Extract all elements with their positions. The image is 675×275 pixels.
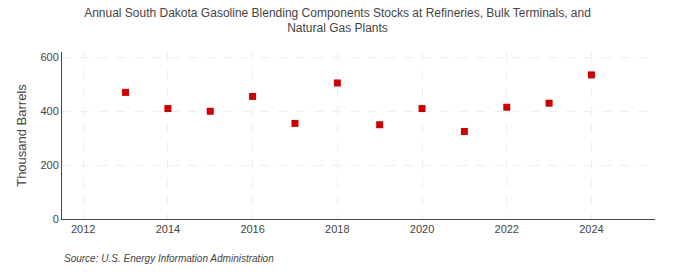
svg-text:0: 0 [53, 213, 59, 225]
svg-text:2018: 2018 [325, 223, 349, 235]
svg-text:400: 400 [40, 105, 58, 117]
svg-text:600: 600 [40, 51, 58, 63]
svg-text:2012: 2012 [71, 223, 95, 235]
svg-text:2014: 2014 [156, 223, 180, 235]
svg-text:Source: U.S. Energy Informatio: Source: U.S. Energy Information Administ… [64, 253, 274, 264]
svg-text:200: 200 [40, 159, 58, 171]
svg-text:2016: 2016 [240, 223, 264, 235]
svg-text:Annual South Dakota Gasoline B: Annual South Dakota Gasoline Blending Co… [84, 6, 591, 36]
svg-text:2024: 2024 [579, 223, 603, 235]
svg-text:Thousand Barrels: Thousand Barrels [14, 84, 29, 187]
svg-text:2020: 2020 [410, 223, 434, 235]
svg-text:2022: 2022 [495, 223, 519, 235]
